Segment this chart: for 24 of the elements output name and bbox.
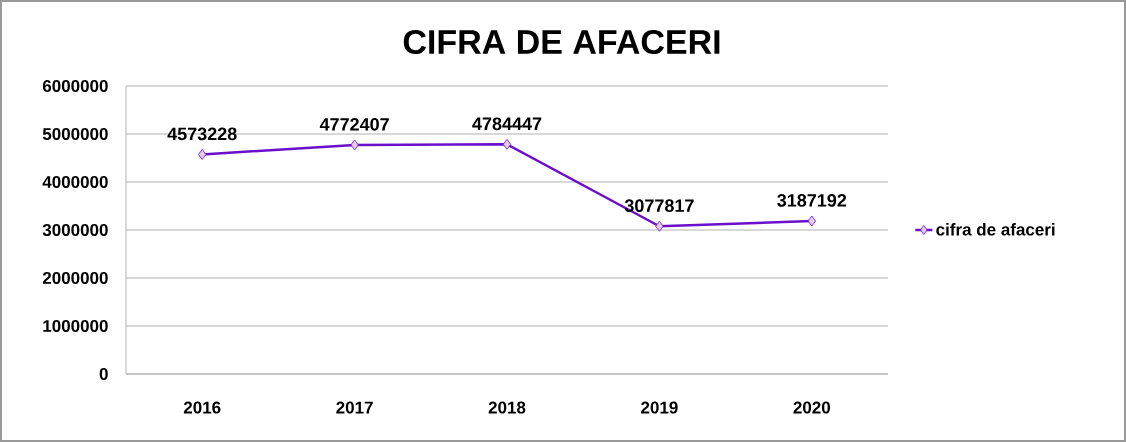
point bbox=[807, 215, 816, 227]
data-label: 4573228 bbox=[167, 127, 237, 141]
data-label: 3187192 bbox=[777, 194, 847, 207]
chart-title: CIFRA DE AFACERI bbox=[403, 29, 720, 55]
point bbox=[502, 138, 512, 150]
data-label: 4784447 bbox=[472, 117, 542, 131]
point bbox=[350, 139, 359, 151]
point bbox=[655, 220, 664, 232]
y-tick-label: 3000000 bbox=[42, 223, 108, 237]
y-tick-label: 4000000 bbox=[42, 175, 108, 189]
data-label: 4772407 bbox=[319, 117, 389, 131]
data-label: 3077817 bbox=[624, 199, 694, 213]
x-tick-label: 2018 bbox=[488, 401, 526, 414]
point bbox=[198, 149, 207, 160]
y-tick-label: 0 bbox=[99, 367, 108, 381]
x-tick-label: 2019 bbox=[641, 401, 678, 414]
x-tick-label: 2020 bbox=[793, 401, 830, 414]
legend-label: cifra de afaceri bbox=[936, 223, 1055, 236]
x-tick-label: 2017 bbox=[336, 401, 373, 414]
y-tick-label: 5000000 bbox=[42, 127, 108, 141]
y-tick-label: 2000000 bbox=[42, 271, 108, 285]
y-tick-label: 6000000 bbox=[42, 79, 108, 93]
x-tick-label: 2016 bbox=[183, 401, 221, 414]
y-tick-label: 1000000 bbox=[43, 319, 108, 333]
